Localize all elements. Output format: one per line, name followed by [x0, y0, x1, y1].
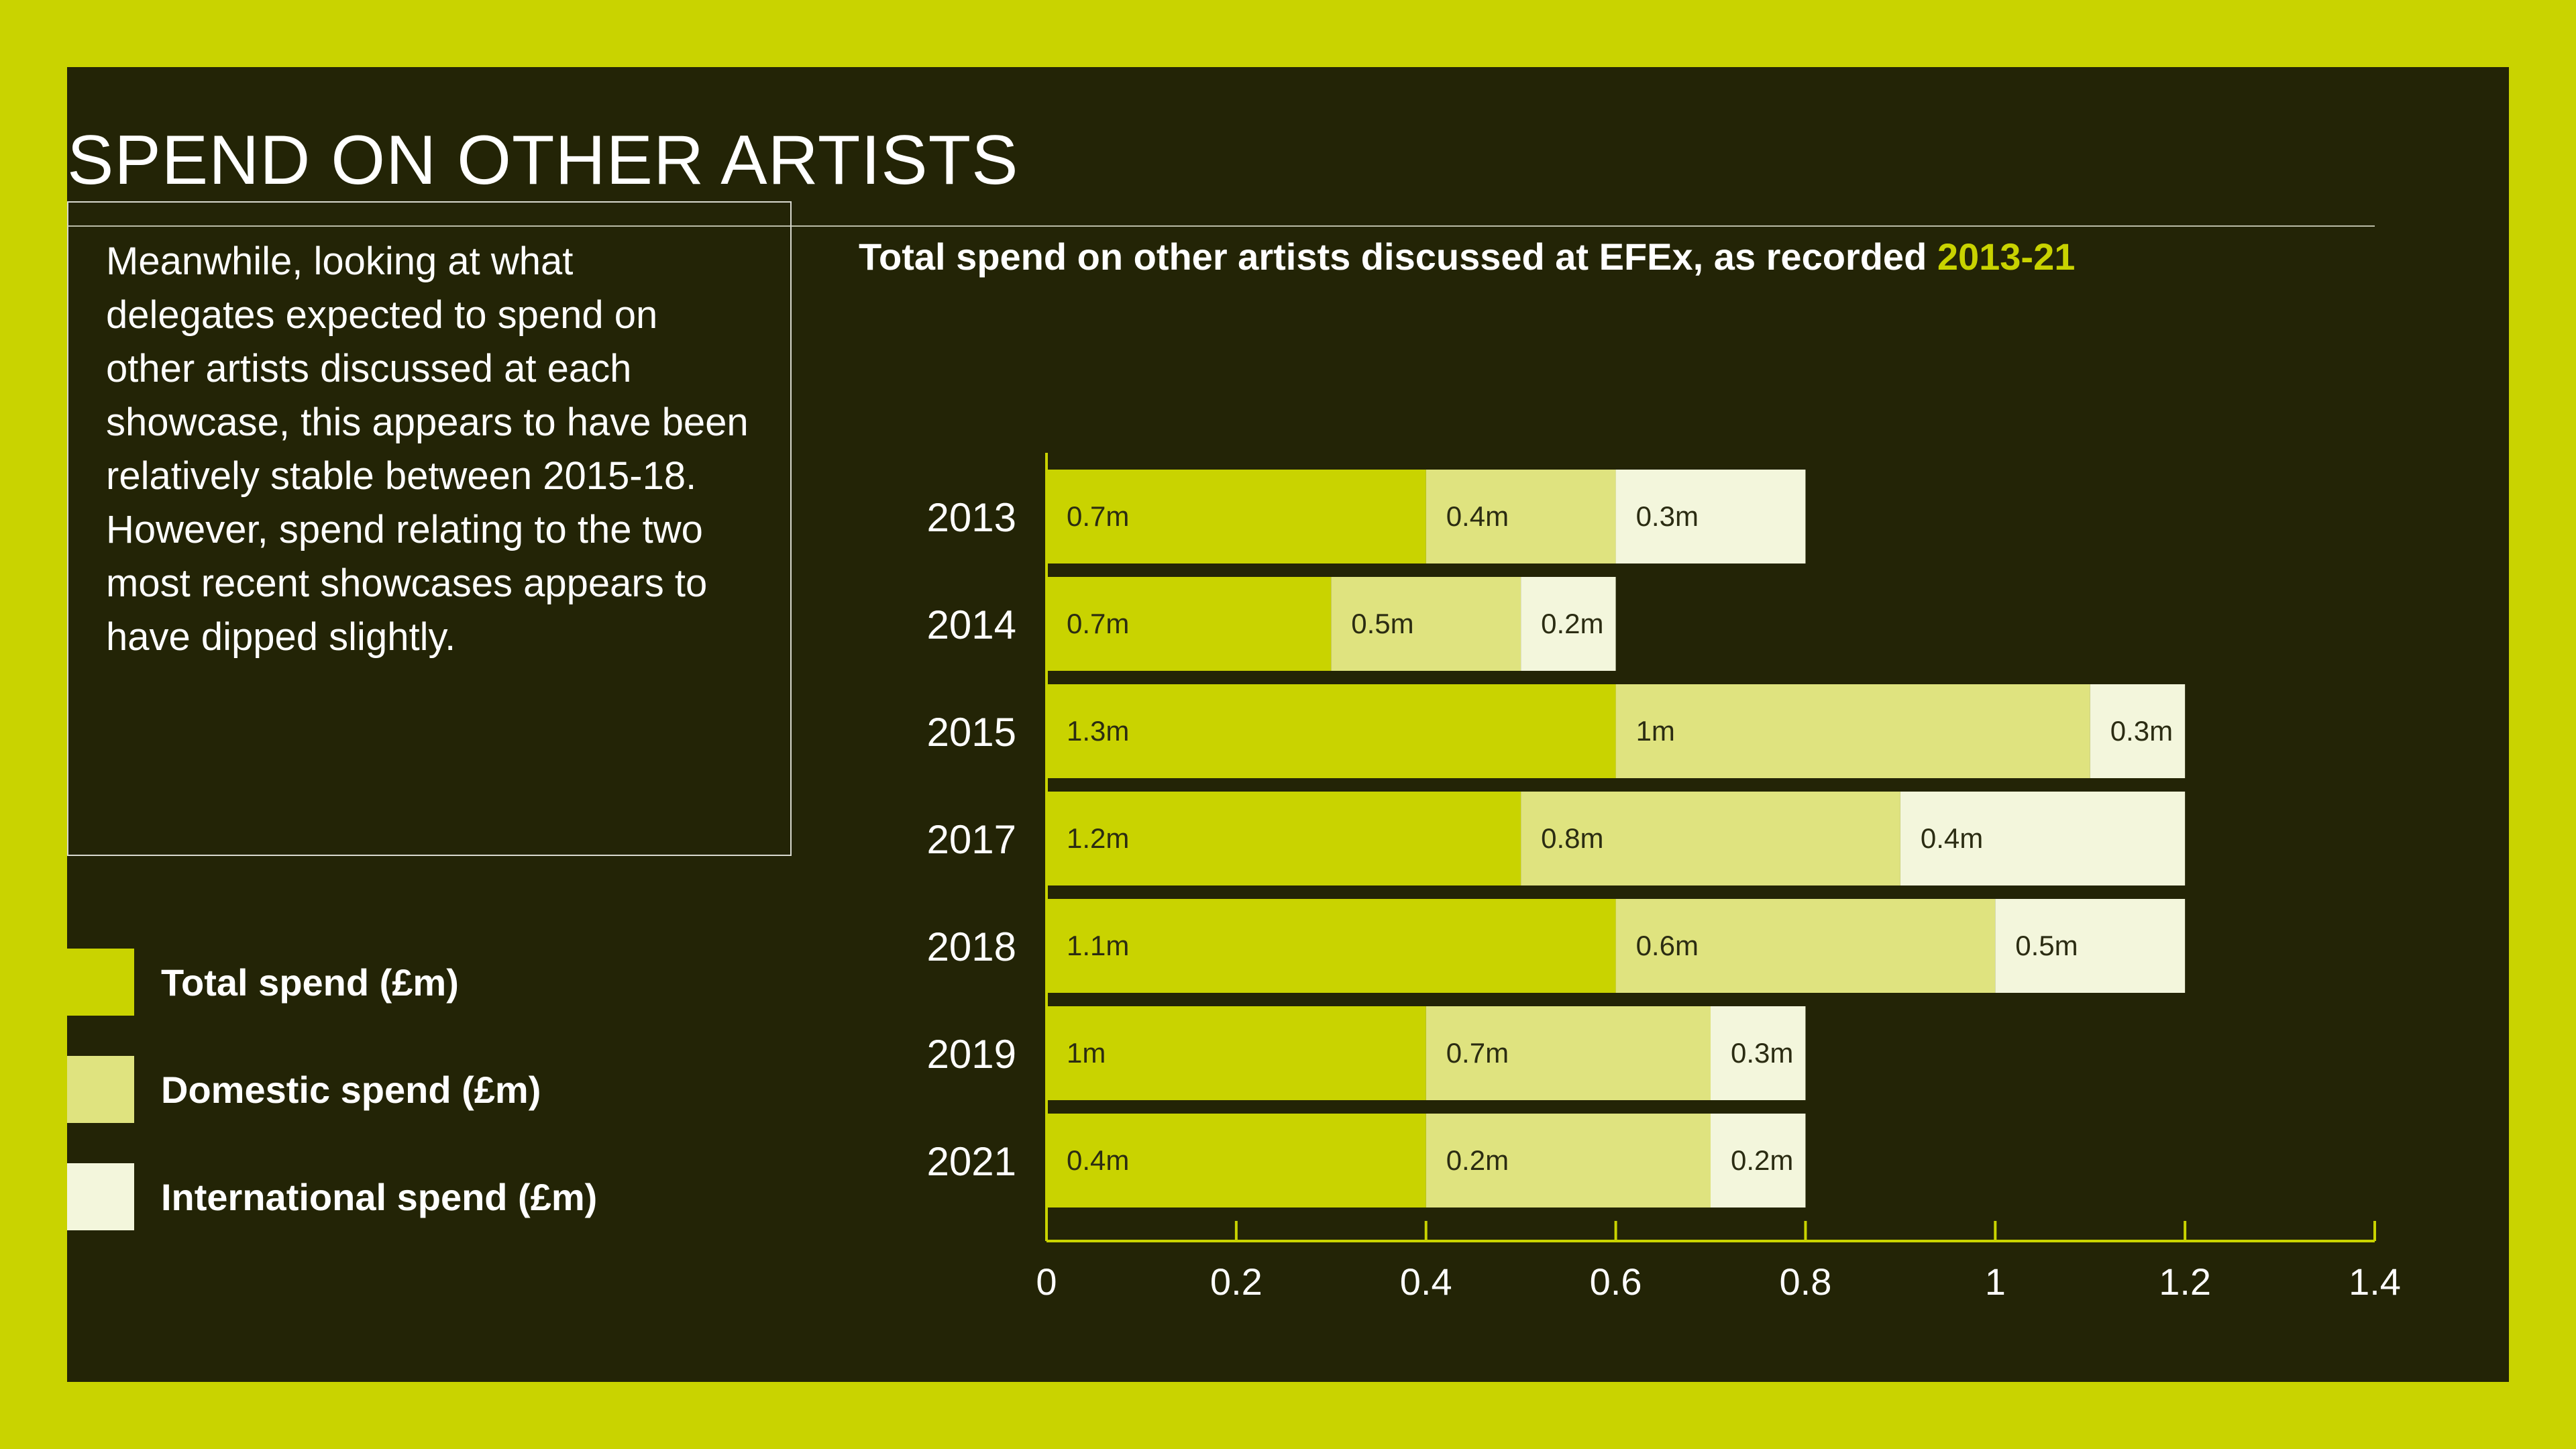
- bar-2013-1: [1426, 470, 1616, 564]
- bar-label-2014-0: 0.7m: [1067, 608, 1129, 639]
- legend-label-international: International spend (£m): [161, 1176, 598, 1218]
- bar-2014-2: [1521, 577, 1616, 671]
- y-tick-label-2015: 2015: [927, 710, 1016, 755]
- bar-2018-2: [1995, 899, 2186, 993]
- x-tick-label-0: 0: [1036, 1260, 1057, 1303]
- description-text: Meanwhile, looking at what delegates exp…: [106, 239, 749, 659]
- bar-2013-2: [1615, 470, 1806, 564]
- x-tick-label-1: 0.2: [1210, 1260, 1263, 1303]
- bar-2018-1: [1615, 899, 1996, 993]
- bar-2017-1: [1521, 792, 1900, 885]
- bar-label-2017-1: 0.8m: [1541, 822, 1603, 854]
- chart-title-years: 2013-21: [1937, 235, 2076, 278]
- bar-label-2013-1: 0.4m: [1446, 500, 1509, 532]
- x-tick-label-2: 0.4: [1400, 1260, 1452, 1303]
- y-tick-label-2017: 2017: [927, 817, 1016, 862]
- bar-label-2019-1: 0.7m: [1446, 1037, 1509, 1069]
- bar-label-2021-2: 0.2m: [1731, 1144, 1793, 1176]
- x-tick-label-3: 0.6: [1590, 1260, 1642, 1303]
- bar-2021-1: [1426, 1114, 1711, 1208]
- bar-2018-0: [1046, 899, 1616, 993]
- bar-label-2018-2: 0.5m: [2015, 930, 2078, 961]
- y-tick-label-2018: 2018: [927, 924, 1016, 969]
- x-tick-label-5: 1: [1985, 1260, 2006, 1303]
- bar-2021-0: [1046, 1114, 1426, 1208]
- bar-label-2013-0: 0.7m: [1067, 500, 1129, 532]
- bar-label-2015-1: 1m: [1636, 715, 1675, 747]
- y-tick-label-2014: 2014: [927, 602, 1016, 647]
- bar-label-2018-0: 1.1m: [1067, 930, 1129, 961]
- bar-2021-2: [1711, 1114, 1806, 1208]
- bar-2017-2: [1900, 792, 2186, 885]
- bar-2017-0: [1046, 792, 1521, 885]
- bar-label-2013-2: 0.3m: [1636, 500, 1699, 532]
- y-tick-label-2021: 2021: [927, 1139, 1016, 1184]
- bar-2019-1: [1426, 1006, 1711, 1100]
- bar-label-2015-0: 1.3m: [1067, 715, 1129, 747]
- description-box: Meanwhile, looking at what delegates exp…: [67, 201, 792, 856]
- bar-label-2015-2: 0.3m: [2110, 715, 2173, 747]
- bar-label-2014-1: 0.5m: [1351, 608, 1413, 639]
- bar-label-2014-2: 0.2m: [1541, 608, 1603, 639]
- legend-swatch-total: [67, 949, 134, 1016]
- bar-label-2017-2: 0.4m: [1921, 822, 1983, 854]
- bar-label-2019-0: 1m: [1067, 1037, 1106, 1069]
- bar-label-2021-0: 0.4m: [1067, 1144, 1129, 1176]
- x-tick-label-6: 1.2: [2159, 1260, 2211, 1303]
- bar-2015-0: [1046, 684, 1616, 778]
- legend-label-domestic: Domestic spend (£m): [161, 1069, 541, 1111]
- bar-2015-1: [1615, 684, 2090, 778]
- chart-title-main: Total spend on other artists discussed a…: [859, 235, 1927, 278]
- title-divider: [67, 225, 2375, 227]
- bar-label-2021-1: 0.2m: [1446, 1144, 1509, 1176]
- x-tick-label-4: 0.8: [1779, 1260, 1831, 1303]
- legend-swatch-domestic: [67, 1056, 134, 1123]
- bar-label-2019-2: 0.3m: [1731, 1037, 1793, 1069]
- bar-2019-2: [1711, 1006, 1806, 1100]
- bar-2019-0: [1046, 1006, 1426, 1100]
- bar-label-2018-1: 0.6m: [1636, 930, 1699, 961]
- legend-label-total: Total spend (£m): [161, 961, 459, 1004]
- page-title: SPEND ON OTHER ARTISTS: [67, 121, 1019, 199]
- bar-2014-1: [1331, 577, 1521, 671]
- chart-title: Total spend on other artists discussed a…: [859, 235, 2075, 278]
- bar-2015-2: [2090, 684, 2186, 778]
- y-tick-label-2013: 2013: [927, 495, 1016, 540]
- bar-2013-0: [1046, 470, 1426, 564]
- y-tick-label-2019: 2019: [927, 1032, 1016, 1077]
- x-tick-label-7: 1.4: [2349, 1260, 2401, 1303]
- legend-swatch-international: [67, 1163, 134, 1230]
- bar-label-2017-0: 1.2m: [1067, 822, 1129, 854]
- bar-2014-0: [1046, 577, 1332, 671]
